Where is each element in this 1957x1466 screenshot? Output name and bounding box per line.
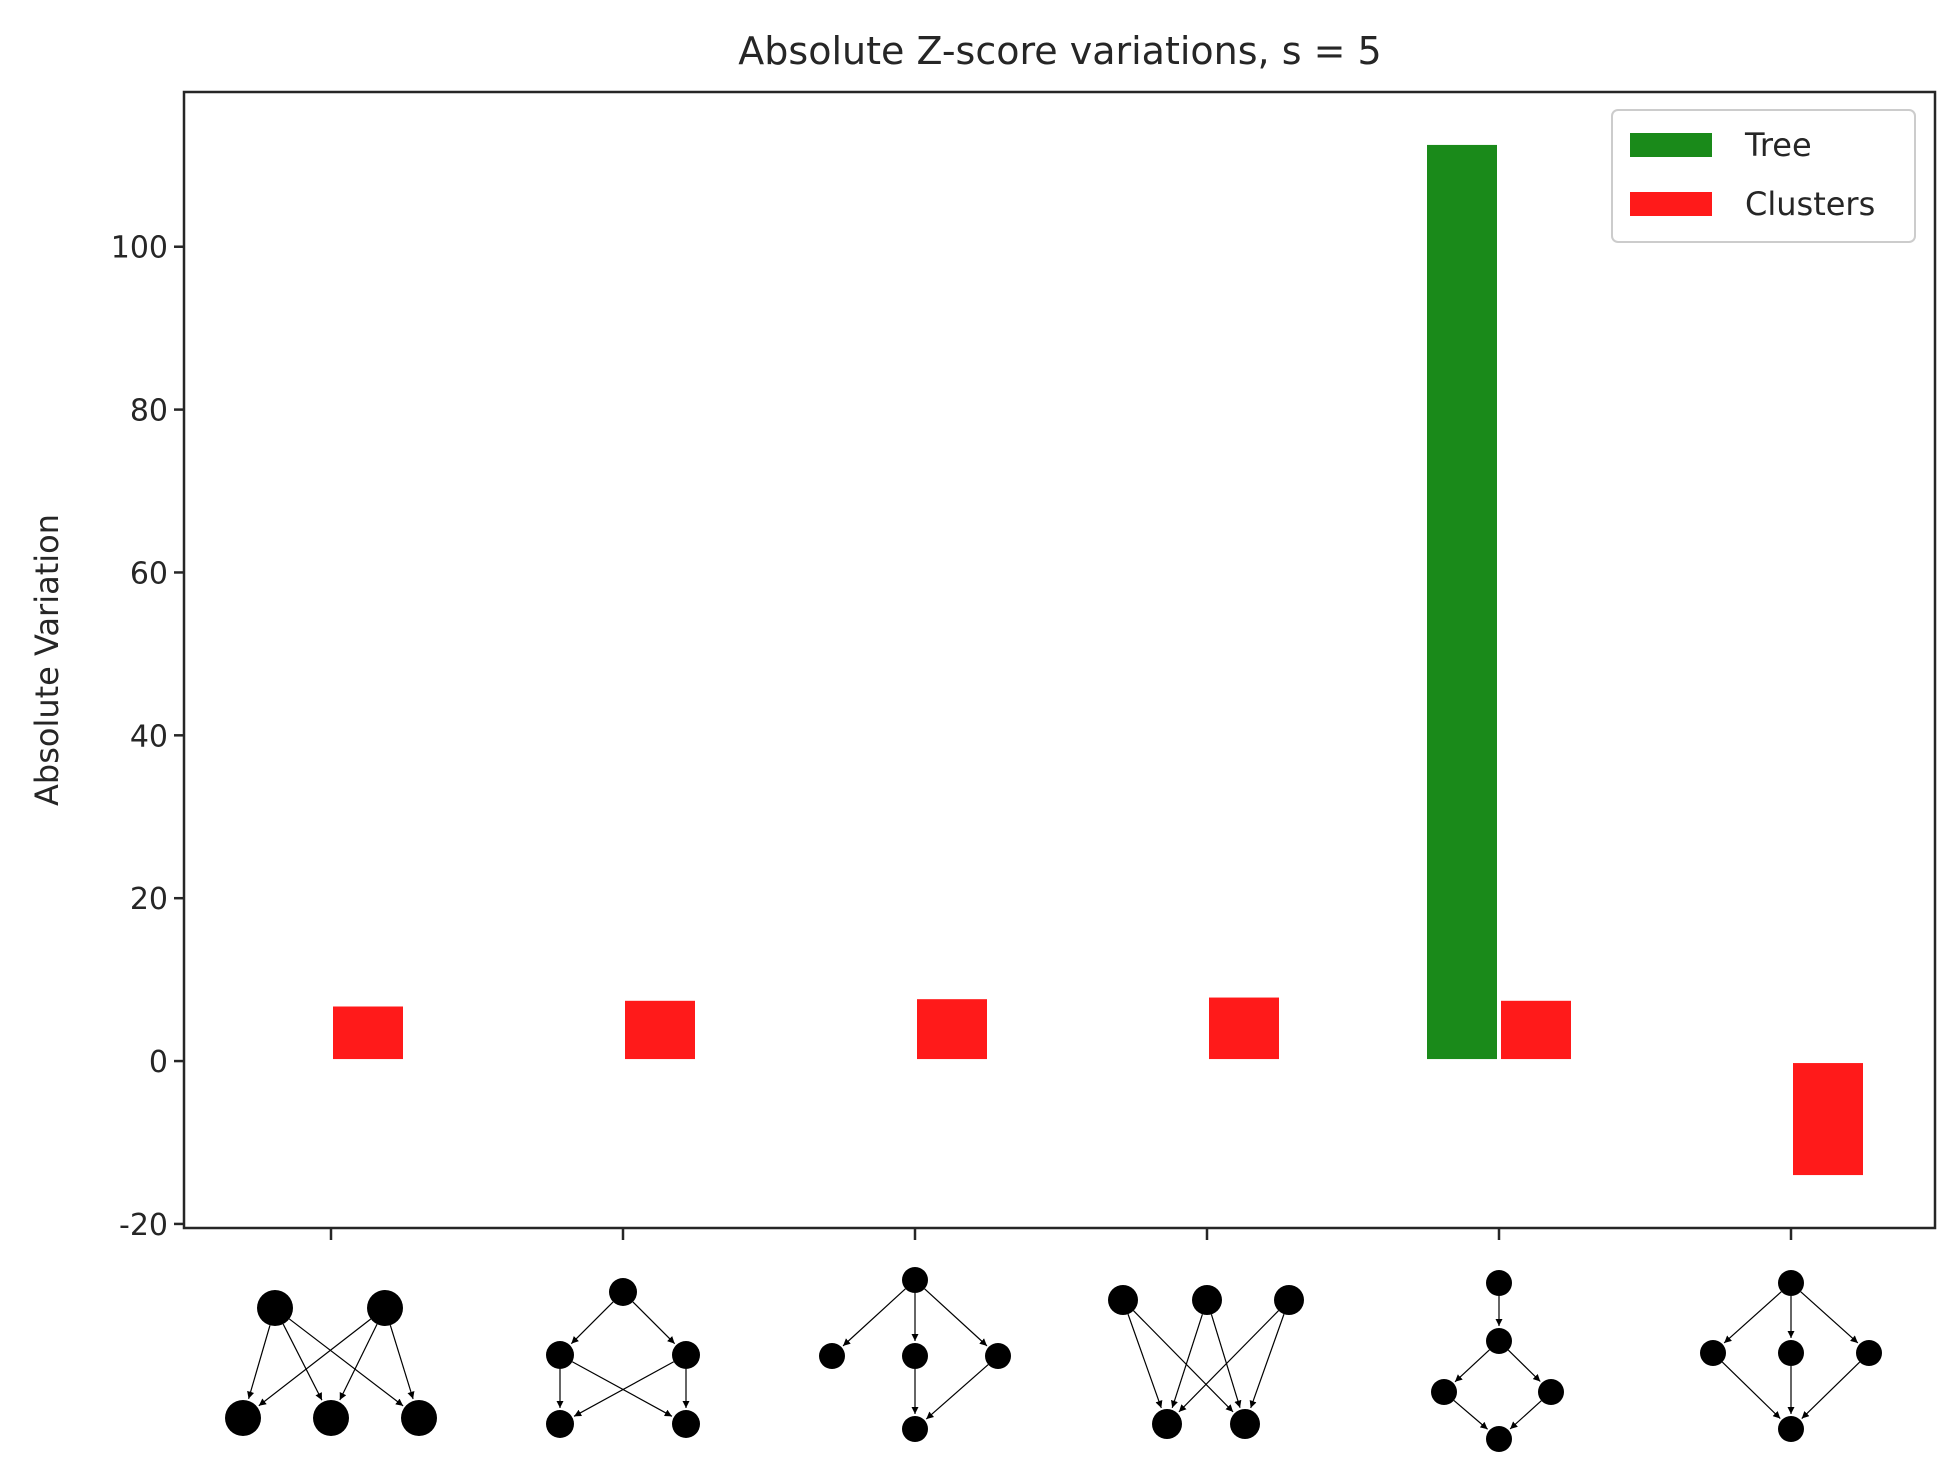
y-axis-label: Absolute Variation xyxy=(28,514,66,806)
motif-node xyxy=(1486,1426,1512,1452)
bar-tree-5 xyxy=(1427,144,1497,1060)
motif-edge xyxy=(1133,1310,1234,1413)
motif-edge xyxy=(1454,1349,1490,1383)
motif-node xyxy=(257,1290,293,1326)
y-tick-label: 40 xyxy=(130,719,168,754)
bar-clusters-6 xyxy=(1793,1063,1863,1176)
legend-label-clusters: Clusters xyxy=(1745,185,1875,223)
motif-node xyxy=(367,1290,403,1326)
legend-swatch-tree xyxy=(1630,133,1712,157)
motif-edge xyxy=(1509,1400,1542,1430)
legend-label-tree: Tree xyxy=(1744,126,1812,164)
motif-glyph-4 xyxy=(1108,1285,1304,1439)
motif-node xyxy=(672,1341,700,1369)
motif-glyphs xyxy=(225,1267,1882,1452)
motif-edge xyxy=(1249,1313,1285,1409)
motif-edge xyxy=(925,1364,989,1420)
motif-edge xyxy=(282,1323,323,1401)
motif-edge xyxy=(571,1361,673,1417)
y-axis: -20 0 20 40 60 80 100 xyxy=(111,231,184,1243)
motif-edge xyxy=(1453,1399,1488,1430)
motif-edge xyxy=(258,1318,372,1407)
motif-edge xyxy=(632,1301,676,1345)
motif-node xyxy=(1230,1409,1260,1439)
y-tick-label: 80 xyxy=(130,394,168,429)
motif-node xyxy=(401,1400,437,1436)
motif-node xyxy=(609,1278,637,1306)
y-tick-label: 0 xyxy=(149,1045,168,1080)
motif-edge xyxy=(1800,1291,1859,1344)
motif-edge xyxy=(389,1325,415,1400)
motif-node xyxy=(1538,1379,1564,1405)
bar-clusters-3 xyxy=(917,999,987,1060)
motif-node xyxy=(1486,1270,1512,1296)
y-tick-label: 60 xyxy=(130,556,168,591)
motif-node xyxy=(1700,1340,1726,1366)
bar-clusters-4 xyxy=(1209,997,1279,1060)
motif-node xyxy=(1108,1285,1138,1315)
chart-title: Absolute Z-score variations, s = 5 xyxy=(738,29,1381,73)
motif-node xyxy=(1152,1409,1182,1439)
bar-clusters-5 xyxy=(1501,1000,1571,1060)
x-axis xyxy=(329,1228,1793,1240)
motif-node xyxy=(225,1400,261,1436)
motif-node xyxy=(902,1267,928,1293)
motif-edge xyxy=(1210,1314,1242,1408)
motif-node xyxy=(819,1343,845,1369)
motif-glyph-2 xyxy=(546,1278,700,1438)
motif-node xyxy=(1486,1328,1512,1354)
motif-node xyxy=(1778,1416,1804,1442)
motif-glyph-5 xyxy=(1431,1270,1564,1452)
motif-node xyxy=(902,1343,928,1369)
motif-edge xyxy=(1723,1291,1782,1344)
bars-group xyxy=(333,144,1863,1176)
motif-glyph-1 xyxy=(225,1290,437,1436)
motif-edge xyxy=(1178,1310,1279,1413)
motif-node xyxy=(1431,1379,1457,1405)
motif-edge xyxy=(570,1301,614,1345)
motif-edge xyxy=(288,1318,404,1407)
plot-frame xyxy=(182,90,1937,1230)
motif-node xyxy=(1778,1340,1804,1366)
motif-edge xyxy=(1171,1314,1203,1409)
motif-node xyxy=(672,1410,700,1438)
motif-node xyxy=(902,1416,928,1442)
y-tick-label: -20 xyxy=(119,1208,168,1243)
motif-edge xyxy=(1127,1313,1163,1409)
motif-glyph-3 xyxy=(819,1267,1011,1442)
motif-edge xyxy=(1721,1361,1781,1419)
motif-node xyxy=(546,1341,574,1369)
motif-edge xyxy=(247,1325,271,1399)
bar-clusters-2 xyxy=(625,1000,695,1060)
motif-edge xyxy=(573,1361,675,1417)
motif-edge xyxy=(924,1288,988,1347)
motif-edge xyxy=(842,1288,906,1347)
motif-node xyxy=(985,1343,1011,1369)
motif-edge xyxy=(339,1323,378,1401)
y-tick-label: 20 xyxy=(130,882,168,917)
motif-node xyxy=(313,1400,349,1436)
y-tick-label: 100 xyxy=(111,231,168,266)
legend: Tree Clusters xyxy=(1611,109,1916,243)
motif-node xyxy=(1192,1285,1222,1315)
legend-swatch-clusters xyxy=(1630,192,1712,216)
motif-glyph-6 xyxy=(1700,1270,1882,1442)
bar-clusters-1 xyxy=(333,1006,403,1060)
motif-node xyxy=(546,1410,574,1438)
motif-node xyxy=(1778,1270,1804,1296)
motif-edge xyxy=(1507,1349,1541,1382)
motif-edge xyxy=(1801,1361,1861,1419)
motif-node xyxy=(1274,1285,1304,1315)
motif-node xyxy=(1856,1340,1882,1366)
